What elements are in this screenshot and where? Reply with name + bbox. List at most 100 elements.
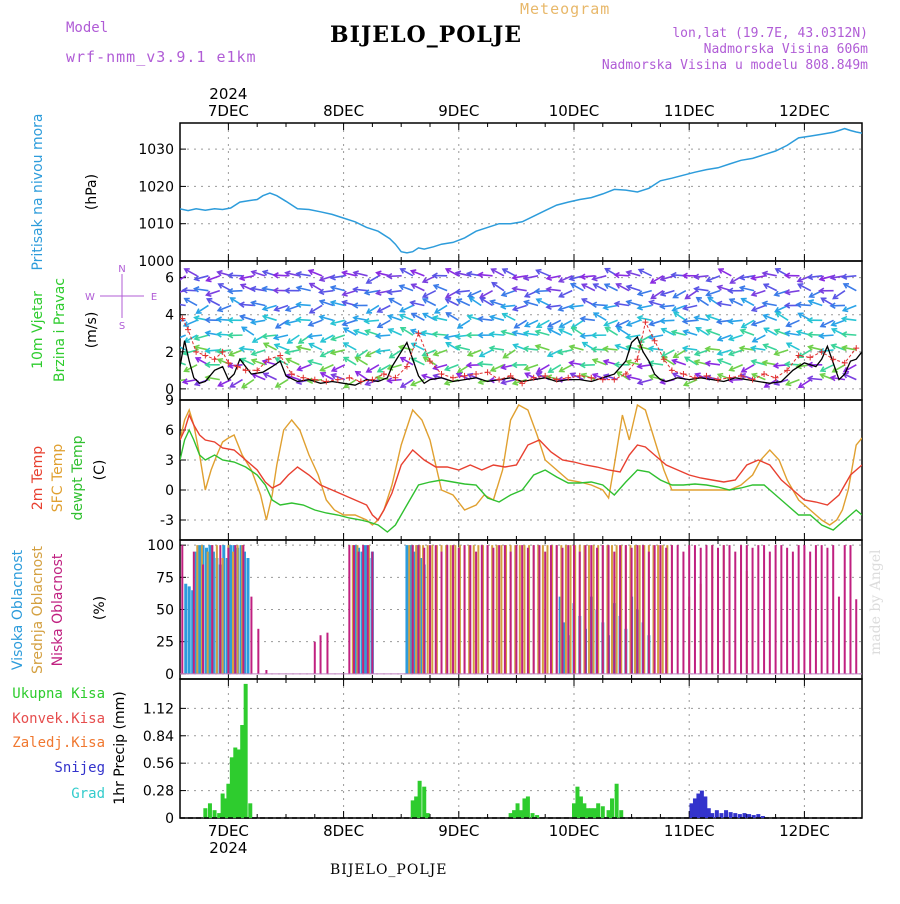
precip-bar	[593, 808, 597, 818]
wind-arrow	[173, 360, 186, 365]
temperature-ytick-label: 6	[165, 423, 174, 439]
footer-station: BIJELO_POLJE	[330, 862, 447, 878]
wind-gust-marker	[485, 369, 491, 375]
precip-bar	[526, 796, 530, 818]
temp-unit-label: (C)	[92, 460, 108, 481]
compass-n: N	[118, 264, 125, 275]
cloud-high-label: Visoka Oblacnost	[10, 549, 26, 670]
wind-arrowhead	[172, 301, 177, 306]
cloud-ytick-label: 0	[165, 667, 174, 683]
top-axis-year-label: 2024	[209, 85, 247, 103]
wind-frame	[180, 261, 862, 400]
bottom-axis-day-label: 10DEC	[549, 822, 600, 840]
precip-bar	[213, 810, 217, 818]
precip-bar	[240, 725, 244, 818]
pressure-ylabel: Pritisak na nivou mora	[30, 113, 46, 270]
compass-s: S	[119, 321, 125, 332]
cloud-ytick-label: 50	[156, 603, 174, 619]
precip-bar	[411, 800, 415, 818]
temperature-ytick-label: 0	[165, 483, 174, 499]
model-name: wrf-nmm_v3.9.1 e1km	[66, 48, 257, 66]
wind-arrow	[173, 335, 186, 340]
cloud-low-label: Niska Oblacnost	[50, 553, 66, 666]
temp-line-1	[180, 405, 862, 525]
temp-2m-label: 2m Temp	[30, 446, 46, 510]
wind-gust-marker	[669, 367, 675, 373]
legend-freezing-rain: Zaledj.Kisa	[12, 735, 105, 751]
cloud-ytick-label: 25	[156, 635, 174, 651]
precip-bar	[422, 787, 426, 818]
precip-bar	[221, 794, 225, 818]
precip-bar	[619, 810, 623, 818]
wind-gust-marker	[202, 353, 208, 359]
top-axis-day-label: 10DEC	[549, 102, 600, 120]
precip-bar	[575, 787, 579, 818]
precip-bar	[586, 808, 590, 818]
precip-bar	[208, 803, 212, 818]
cloud-frame	[180, 540, 862, 679]
precip-bar	[203, 808, 207, 818]
model-elevation: Nadmorska Visina u modelu 808.849m	[602, 58, 868, 73]
precip-bar	[226, 784, 230, 818]
precip-bar	[582, 803, 586, 818]
cloud-ytick-label: 75	[156, 570, 174, 586]
compass-w: W	[85, 292, 95, 303]
wind-gust-marker	[773, 375, 779, 381]
compass-e: E	[151, 292, 157, 303]
wind-ylabel-2: Brzina i Pravac	[52, 278, 68, 382]
pressure-ytick-label: 1010	[138, 217, 174, 233]
wind-ylabel-1: 10m Vjetar	[30, 291, 46, 369]
precip-bar	[729, 812, 733, 818]
station-elevation: Nadmorska Visina 606m	[704, 42, 868, 57]
bottom-axis-day-label: 8DEC	[323, 822, 364, 840]
precip-bar	[601, 806, 605, 818]
precip-bar	[610, 798, 614, 818]
top-axis-day-label: 12DEC	[779, 102, 830, 120]
precip-bar	[696, 794, 700, 818]
wind-arrowhead	[174, 279, 179, 284]
precip-bar	[690, 803, 694, 818]
precip-bar	[596, 803, 600, 818]
precip-bar	[589, 808, 593, 818]
wind-ytick-label: 2	[165, 345, 174, 361]
precip-unit-label: 1hr Precip (mm)	[112, 691, 128, 804]
precip-ytick-label: 0.28	[143, 784, 174, 800]
precip-bar	[230, 757, 234, 818]
top-axis-day-label: 11DEC	[664, 102, 715, 120]
precip-bar	[707, 808, 711, 818]
pressure-ytick-label: 1020	[138, 179, 174, 195]
precip-bar	[703, 796, 707, 818]
legend-total-rain: Ukupna Kisa	[12, 686, 105, 702]
wind-gust-marker	[185, 327, 191, 333]
precip-bar	[516, 803, 520, 818]
wind-ytick-label: 6	[165, 271, 174, 287]
precip-bar	[512, 810, 516, 818]
model-label: Model	[66, 20, 108, 36]
precip-ytick-label: 0.56	[143, 756, 174, 772]
cloud-mid-label: Srednja Oblacnost	[30, 546, 46, 674]
precip-bar	[615, 784, 619, 818]
precip-series-0	[203, 684, 623, 818]
wind-gust-marker	[496, 377, 502, 383]
wind-gust-marker	[346, 375, 352, 381]
bottom-axis-year-label: 2024	[209, 839, 247, 857]
precip-series-1	[690, 791, 765, 818]
precip-bar	[519, 810, 523, 818]
temperature-ytick-label: 9	[165, 393, 174, 409]
bottom-axis-day-label: 7DEC	[208, 822, 249, 840]
precip-bar	[522, 798, 526, 818]
temperature-ytick-label: 3	[165, 453, 174, 469]
bottom-axis-day-label: 11DEC	[664, 822, 715, 840]
pressure-unit-label: (hPa)	[84, 174, 100, 210]
station-coordinates: lon,lat (19.7E, 43.0312N)	[672, 26, 868, 41]
top-axis-day-label: 7DEC	[208, 102, 249, 120]
legend-hail: Grad	[71, 786, 105, 802]
cloud-unit-label: (%)	[92, 596, 108, 620]
precip-bar	[700, 791, 704, 818]
